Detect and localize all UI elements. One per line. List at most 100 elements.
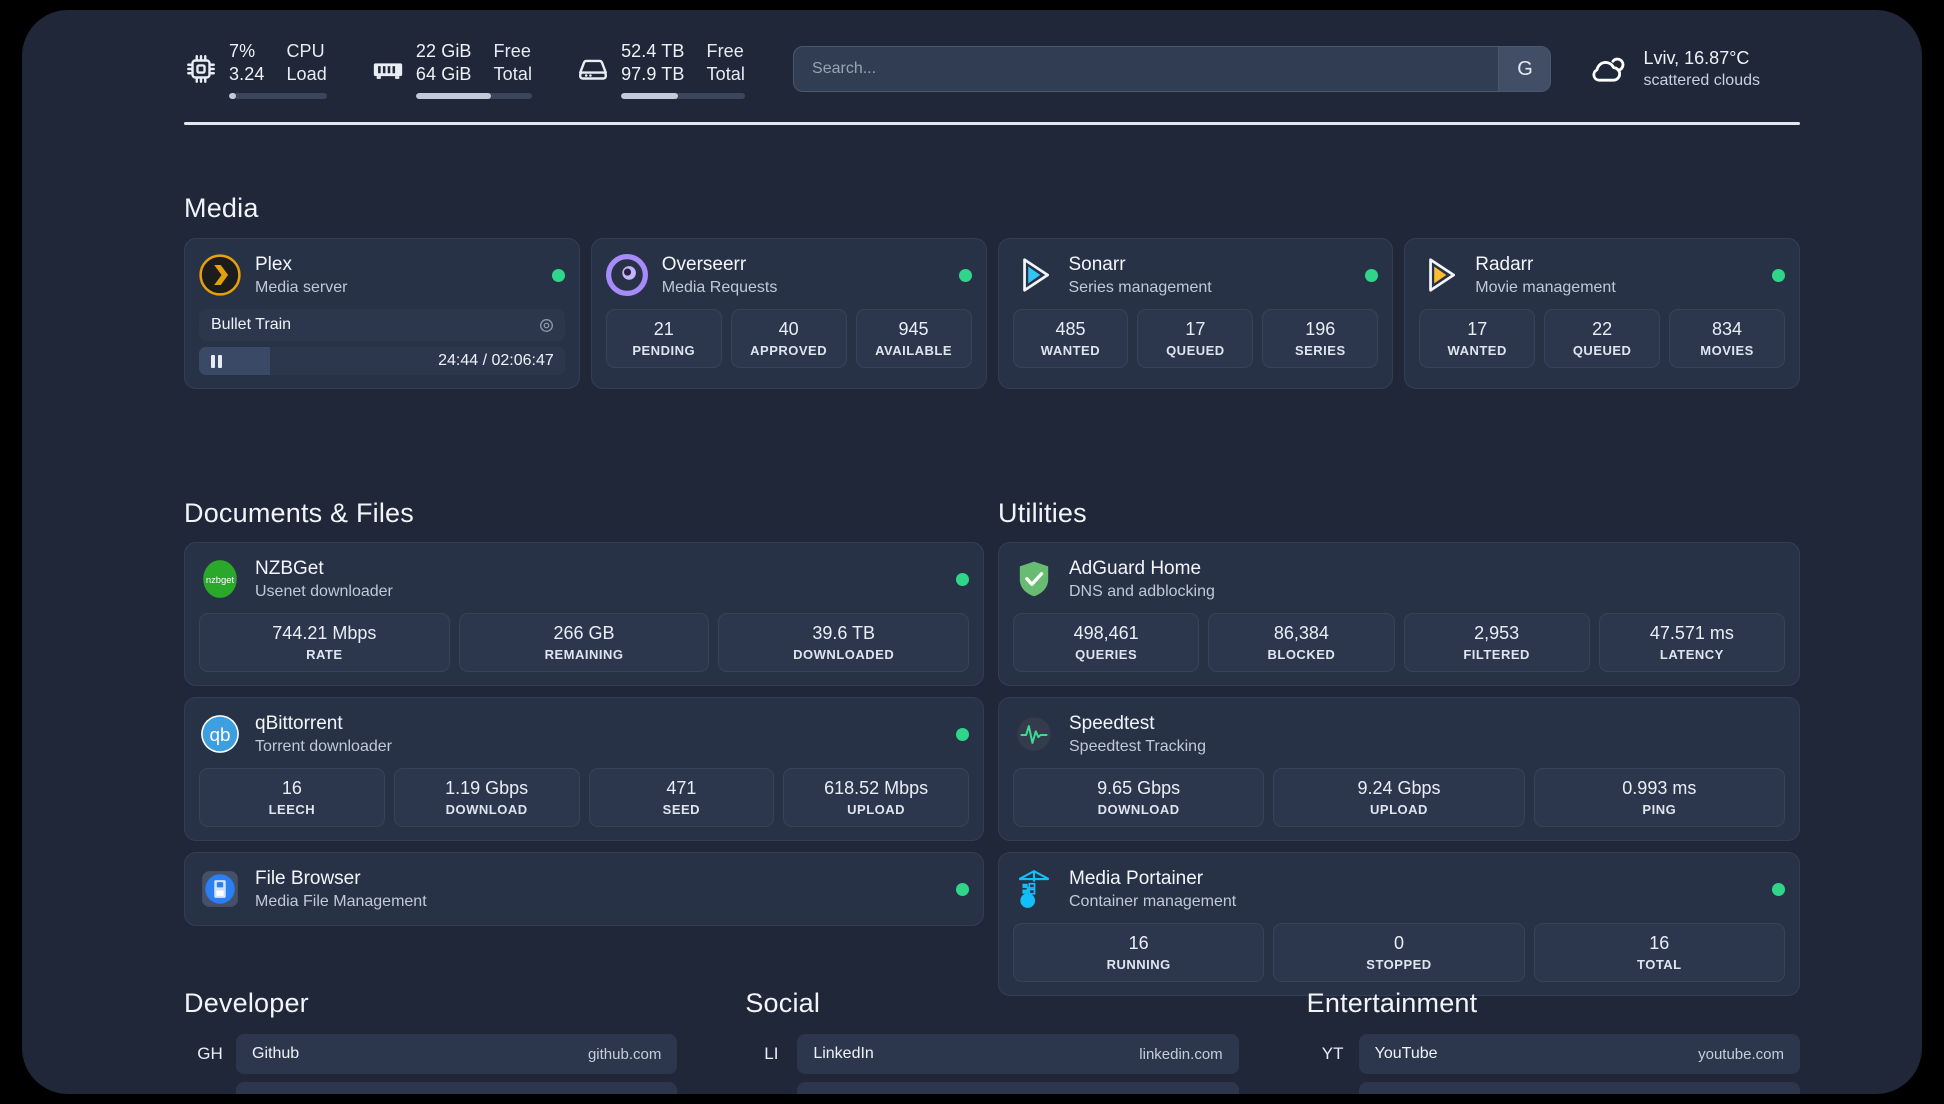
app-card-plex[interactable]: Plex Media server Bullet Train 24:44 / 02:0… xyxy=(184,238,580,389)
stat-value: 744.21 Mbps xyxy=(272,623,377,643)
app-card-speedtest[interactable]: Speedtest Speedtest Tracking 9.65 Gbps DOWN… xyxy=(998,697,1800,841)
app-card-adguard-home[interactable]: AdGuard Home DNS and adblocking 498,461 QUE… xyxy=(998,542,1800,686)
bookmark-name: Netflix xyxy=(1375,1093,1419,1094)
app-card-sonarr[interactable]: Sonarr Series management 485 WANTED 17 QUEUED… xyxy=(997,238,1394,389)
stat-label: WANTED xyxy=(1040,343,1101,358)
stat-label: DOWNLOAD xyxy=(445,802,528,817)
weather-condition: scattered clouds xyxy=(1643,72,1760,89)
search-input[interactable] xyxy=(794,47,1499,91)
stat-tile: 744.21 Mbps RATE xyxy=(199,613,450,672)
app-card-nzbget[interactable]: nzbget NZBGet Usenet downloader 744.21 Mbps… xyxy=(184,542,984,686)
documents-card-column: nzbget NZBGet Usenet downloader 744.21 Mbps… xyxy=(184,542,984,926)
card-stats: 16 RUNNING 0 STOPPED 16 TOTAL xyxy=(1013,923,1785,982)
stat-label: REMAINING xyxy=(544,647,624,662)
status-badge-online xyxy=(551,268,565,282)
stat-label: QUEUED xyxy=(1166,343,1225,358)
card-stats: 9.65 Gbps DOWNLOAD 9.24 Gbps UPLOAD 0.993 ms… xyxy=(1013,768,1785,827)
bookmark-url: youtube.com xyxy=(1698,1045,1784,1063)
bookmark-group-title: Developer xyxy=(184,988,309,1018)
card-header: nzbget NZBGet Usenet downloader xyxy=(199,556,969,602)
stat-label: PENDING xyxy=(632,343,696,358)
stat-value: 17 xyxy=(1185,319,1206,339)
card-title: File Browser xyxy=(255,868,361,889)
speedtest-logo-icon xyxy=(1013,713,1055,755)
gear-icon[interactable] xyxy=(538,317,555,334)
stat-value: 16 xyxy=(1649,933,1670,953)
media-card-grid: Plex Media server Bullet Train 24:44 / 02:0… xyxy=(184,238,1800,389)
stat-tile: 16 TOTAL xyxy=(1533,923,1785,982)
cpu-widget: 7% 3.24 CPU Load xyxy=(184,40,327,99)
status-badge-online xyxy=(1772,882,1785,896)
dashboard-page: 7% 3.24 CPU Load xyxy=(22,10,1922,1094)
card-header: Plex Media server xyxy=(199,252,565,298)
card-title: Media Portainer xyxy=(1069,868,1204,889)
bookmark-item[interactable]: SO StackOverflow stackoverflow.com xyxy=(184,1082,678,1095)
section-title-media: Media xyxy=(184,193,259,223)
search-engine-button[interactable]: G xyxy=(1498,47,1551,91)
card-subtitle: Media server xyxy=(255,279,348,296)
bookmark-name: LinkedIn xyxy=(813,1045,874,1062)
overseerr-logo-icon xyxy=(605,254,648,296)
disk-widget: 52.4 TB 97.9 TB Free Total xyxy=(576,40,746,99)
stat-value: 16 xyxy=(281,778,302,798)
progress-fill xyxy=(199,347,271,375)
search-bar[interactable]: G xyxy=(793,46,1552,92)
bookmark-url: github.com xyxy=(587,1045,662,1063)
scattered-clouds-icon xyxy=(1587,48,1629,90)
app-card-radarr[interactable]: Radarr Movie management 17 WANTED 22 QUEUED 83… xyxy=(1404,238,1800,389)
card-header: Overseerr Media Requests xyxy=(605,252,972,298)
stat-value: 21 xyxy=(653,319,674,339)
card-title: NZBGet xyxy=(255,558,324,579)
stat-label: LEECH xyxy=(268,802,316,817)
qbittorrent-logo-icon: qb xyxy=(199,713,241,755)
bookmark-item[interactable]: TW Twitter twitter.com xyxy=(745,1082,1239,1094)
section-title-utilities: Utilities xyxy=(998,498,1087,528)
card-header: File Browser Media File Management xyxy=(199,866,969,912)
bookmark-item[interactable]: NF Netflix netflix.com xyxy=(1307,1082,1800,1094)
now-playing-progress[interactable]: 24:44 / 02:06:47 xyxy=(199,347,565,375)
stat-label: MOVIES xyxy=(1700,343,1754,358)
card-titles: Speedtest Speedtest Tracking xyxy=(1069,711,1785,757)
bookmark-link[interactable]: Github github.com xyxy=(236,1034,678,1074)
stat-value: 0.993 ms xyxy=(1622,778,1697,798)
stat-label: APPROVED xyxy=(750,343,828,358)
stat-label: RUNNING xyxy=(1106,957,1171,972)
svg-text:nzbget: nzbget xyxy=(206,575,235,586)
bookmark-item[interactable]: LI LinkedIn linkedin.com xyxy=(745,1034,1239,1074)
bookmark-link[interactable]: Netflix netflix.com xyxy=(1358,1082,1800,1094)
radarr-logo-icon xyxy=(1419,254,1461,296)
card-header: qb qBittorrent Torrent downloader xyxy=(199,711,969,757)
now-playing-header: Bullet Train xyxy=(199,309,565,341)
stat-label: PING xyxy=(1642,802,1677,817)
cpu-values: 7% 3.24 xyxy=(229,40,264,86)
stat-tile: 266 GB REMAINING xyxy=(458,613,710,672)
bookmark-link[interactable]: Twitter twitter.com xyxy=(797,1082,1239,1094)
card-subtitle: Media File Management xyxy=(255,893,427,910)
filebrowser-logo-icon xyxy=(199,868,241,910)
app-card-file-browser[interactable]: File Browser Media File Management xyxy=(184,852,984,926)
bookmark-url: stackoverflow.com xyxy=(539,1094,662,1095)
app-card-overseerr[interactable]: Overseerr Media Requests 21 PENDING 40 APPROV… xyxy=(590,238,987,389)
bookmark-abbreviation: LI xyxy=(764,1044,779,1063)
stat-tile: 0 STOPPED xyxy=(1273,923,1525,982)
app-card-qbittorrent[interactable]: qb qBittorrent Torrent downloader 16 LEECH 1.… xyxy=(184,697,984,841)
stat-tile: 196 SERIES xyxy=(1262,309,1379,368)
app-card-media-portainer[interactable]: Media Portainer Container management 16 RUN… xyxy=(998,852,1800,996)
stat-value: 40 xyxy=(778,319,799,339)
stat-value: 618.52 Mbps xyxy=(824,778,929,798)
disk-values: 52.4 TB 97.9 TB xyxy=(621,40,684,86)
card-title: Sonarr xyxy=(1068,254,1126,275)
card-stats: 17 WANTED 22 QUEUED 834 MOVIES xyxy=(1419,309,1786,368)
bookmark-link[interactable]: YouTube youtube.com xyxy=(1358,1034,1800,1074)
bookmark-item[interactable]: YT YouTube youtube.com xyxy=(1307,1034,1800,1074)
stat-tile: 17 WANTED xyxy=(1419,309,1536,368)
card-titles: Media Portainer Container management xyxy=(1069,866,1758,912)
bookmark-link[interactable]: LinkedIn linkedin.com xyxy=(797,1034,1239,1074)
card-titles: qBittorrent Torrent downloader xyxy=(255,711,942,757)
card-titles: Overseerr Media Requests xyxy=(662,252,945,298)
cpu-chip-icon xyxy=(184,52,218,86)
stat-tile: 618.52 Mbps UPLOAD xyxy=(783,768,969,827)
bookmark-link[interactable]: StackOverflow stackoverflow.com xyxy=(236,1082,678,1095)
bookmark-item[interactable]: GH Github github.com xyxy=(184,1034,678,1074)
pause-icon[interactable] xyxy=(211,354,222,368)
